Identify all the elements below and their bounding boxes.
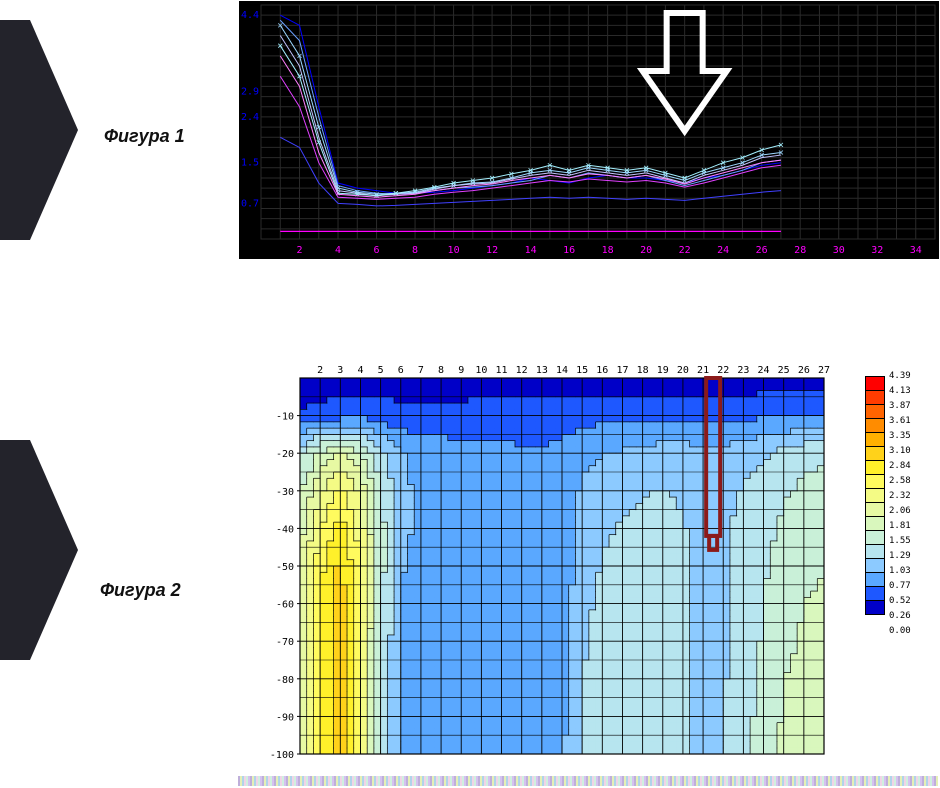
- colorbar-swatch: [865, 432, 885, 447]
- svg-text:34: 34: [910, 245, 922, 256]
- svg-text:6: 6: [374, 245, 380, 256]
- svg-text:22: 22: [679, 245, 691, 256]
- svg-text:18: 18: [602, 245, 614, 256]
- colorbar-swatch: [865, 446, 885, 461]
- colorbar-tick-label: 4.13: [889, 386, 911, 396]
- svg-text:10: 10: [448, 245, 460, 256]
- svg-text:1.5: 1.5: [241, 158, 259, 169]
- colorbar-swatch: [865, 600, 885, 615]
- svg-text:24: 24: [717, 245, 729, 256]
- colorbar-swatch: [865, 558, 885, 573]
- svg-text:4: 4: [335, 245, 341, 256]
- colorbar-swatch: [865, 544, 885, 559]
- colorbar-swatch: [865, 530, 885, 545]
- colorbar-tick-label: 1.03: [889, 566, 911, 576]
- svg-text:30: 30: [833, 245, 845, 256]
- colorbar-tick-label: 0.52: [889, 596, 911, 606]
- colorbar-tick-label: 2.06: [889, 506, 911, 516]
- colorbar-tick-label: 3.10: [889, 446, 911, 456]
- svg-text:32: 32: [871, 245, 883, 256]
- colorbar-tick-label: 1.81: [889, 521, 911, 531]
- colorbar-swatch: [865, 376, 885, 391]
- colorbar-swatch: [865, 404, 885, 419]
- colorbar-swatch: [865, 390, 885, 405]
- decorative-noise-bar: [238, 776, 938, 786]
- svg-text:12: 12: [486, 245, 498, 256]
- colorbar-swatch: [865, 418, 885, 433]
- svg-text:2.9: 2.9: [241, 86, 259, 97]
- svg-text:14: 14: [525, 245, 537, 256]
- svg-text:0.7: 0.7: [241, 198, 259, 209]
- colorbar-swatch: [865, 488, 885, 503]
- colorbar-swatch: [865, 474, 885, 489]
- colorbar-tick-label: 1.29: [889, 551, 911, 561]
- svg-text:16: 16: [563, 245, 575, 256]
- svg-text:8: 8: [412, 245, 418, 256]
- svg-text:26: 26: [756, 245, 768, 256]
- svg-text:20: 20: [640, 245, 652, 256]
- colorbar-tick-label: 0.26: [889, 611, 911, 621]
- colorbar-swatch: [865, 586, 885, 601]
- colorbar-swatch: [865, 572, 885, 587]
- svg-text:2.4: 2.4: [241, 112, 259, 123]
- svg-text:4.4: 4.4: [241, 10, 259, 21]
- figure2-label: Фигура 2: [100, 580, 181, 601]
- figure2-chart: 2345678910111213141516171819202122232425…: [260, 360, 830, 760]
- colorbar-tick-label: 3.61: [889, 416, 911, 426]
- colorbar-tick-label: 2.32: [889, 491, 911, 501]
- colorbar-tick-label: 1.55: [889, 536, 911, 546]
- figure1-label: Фигура 1: [104, 126, 185, 147]
- side-arrow-icon: [0, 440, 80, 660]
- colorbar-tick-label: 4.39: [889, 371, 911, 381]
- figure1-chart: 2468101214161820222426283032340.71.52.42…: [238, 0, 938, 258]
- svg-text:28: 28: [794, 245, 806, 256]
- colorbar-tick-label: 3.87: [889, 401, 911, 411]
- svg-text:2: 2: [296, 245, 302, 256]
- colorbar-swatch: [865, 460, 885, 475]
- colorbar-swatch: [865, 502, 885, 517]
- colorbar-tick-label: 0.00: [889, 626, 911, 636]
- colorbar-swatch: [865, 516, 885, 531]
- colorbar-tick-label: 2.84: [889, 461, 911, 471]
- colorbar-tick-label: 3.35: [889, 431, 911, 441]
- figure2-colorbar: 4.394.133.873.613.353.102.842.582.322.06…: [865, 376, 925, 614]
- side-arrow-icon: [0, 20, 80, 240]
- colorbar-tick-label: 2.58: [889, 476, 911, 486]
- colorbar-tick-label: 0.77: [889, 581, 911, 591]
